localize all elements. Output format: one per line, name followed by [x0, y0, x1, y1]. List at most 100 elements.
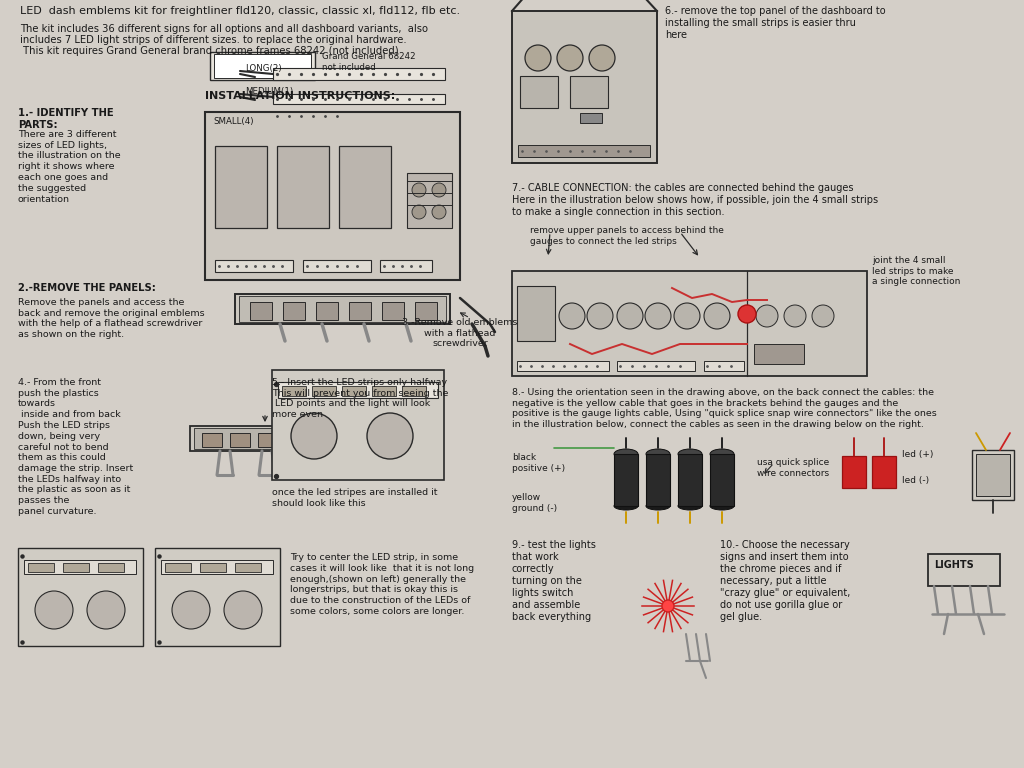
Bar — [570, 76, 608, 108]
Bar — [63, 563, 89, 572]
Bar — [210, 52, 315, 80]
Bar — [282, 386, 306, 396]
Text: INSTALLATION INSTRUCTIONS:: INSTALLATION INSTRUCTIONS: — [205, 91, 395, 101]
Ellipse shape — [678, 449, 702, 459]
Circle shape — [662, 600, 674, 612]
Bar — [161, 560, 273, 574]
Text: 5.- Insert the LED strips only halfway
This will prevent you from seeing the
 LE: 5.- Insert the LED strips only halfway T… — [272, 378, 449, 419]
Bar — [234, 294, 450, 324]
Circle shape — [367, 413, 413, 459]
Bar — [230, 433, 250, 447]
Text: LONG(2): LONG(2) — [245, 64, 282, 73]
Bar — [512, 11, 657, 163]
Circle shape — [172, 591, 210, 629]
Circle shape — [557, 45, 583, 71]
Bar — [250, 302, 272, 320]
Bar — [407, 173, 452, 228]
Bar — [98, 563, 124, 572]
Circle shape — [738, 305, 756, 323]
Bar — [614, 454, 638, 506]
Text: 9.- test the lights
that work
correctly
turning on the
lights switch
and assembl: 9.- test the lights that work correctly … — [512, 540, 596, 622]
Bar — [976, 454, 1010, 496]
Text: SMALL(4): SMALL(4) — [213, 117, 254, 126]
Bar — [372, 386, 396, 396]
Text: once the led stripes are installed it
should look like this: once the led stripes are installed it sh… — [272, 488, 437, 508]
Bar — [380, 260, 432, 272]
Circle shape — [589, 45, 615, 71]
Circle shape — [645, 303, 671, 329]
Circle shape — [432, 183, 446, 197]
Ellipse shape — [614, 449, 638, 459]
Bar — [234, 563, 261, 572]
Text: Remove the panels and access the
back and remove the original emblems
with the h: Remove the panels and access the back an… — [18, 298, 205, 339]
Bar — [194, 428, 346, 449]
Ellipse shape — [710, 449, 734, 459]
Bar — [842, 456, 866, 488]
Bar — [316, 302, 338, 320]
Ellipse shape — [678, 502, 702, 510]
Ellipse shape — [710, 502, 734, 510]
Text: This kit requires Grand General brand chrome frames 68242 (not included): This kit requires Grand General brand ch… — [20, 46, 398, 56]
Text: Try to center the LED strip, in some
cases it will look like  that it is not lon: Try to center the LED strip, in some cas… — [290, 553, 474, 616]
Text: Grand General 68242
not included: Grand General 68242 not included — [322, 52, 416, 71]
Bar — [155, 548, 280, 646]
Bar — [200, 563, 226, 572]
Text: 4.- From the front
push the plastics
towards
 inside and from back
Push the LED : 4.- From the front push the plastics tow… — [18, 378, 133, 516]
Bar — [283, 302, 305, 320]
Ellipse shape — [614, 502, 638, 510]
Bar — [215, 146, 267, 228]
Bar — [273, 112, 358, 120]
Bar — [205, 112, 460, 280]
Text: 8.- Using the orientation seen in the drawing above, on the back connect the cab: 8.- Using the orientation seen in the dr… — [512, 388, 937, 429]
Text: usa quick splice
wire connectors: usa quick splice wire connectors — [757, 458, 829, 478]
Bar — [215, 260, 293, 272]
Bar — [402, 386, 426, 396]
Bar — [646, 454, 670, 506]
Circle shape — [291, 413, 337, 459]
Circle shape — [432, 205, 446, 219]
Bar — [278, 146, 329, 228]
Bar — [314, 433, 334, 447]
Bar — [28, 563, 54, 572]
Text: 1.- IDENTIFY THE
PARTS:: 1.- IDENTIFY THE PARTS: — [18, 108, 114, 130]
Circle shape — [617, 303, 643, 329]
Circle shape — [784, 305, 806, 327]
Circle shape — [705, 303, 730, 329]
Bar — [972, 450, 1014, 500]
Circle shape — [224, 591, 262, 629]
Text: 2.-REMOVE THE PANELS:: 2.-REMOVE THE PANELS: — [18, 283, 156, 293]
Bar — [512, 271, 867, 376]
Text: There are 3 different
sizes of LED lights,
the illustration on the
right it show: There are 3 different sizes of LED light… — [18, 130, 121, 204]
Text: yellow
ground (-): yellow ground (-) — [512, 493, 557, 513]
Circle shape — [412, 205, 426, 219]
Bar — [339, 146, 391, 228]
Bar — [517, 361, 609, 371]
Text: LED  dash emblems kit for freightliner fld120, classic, classic xl, fld112, flb : LED dash emblems kit for freightliner fl… — [20, 6, 460, 16]
Text: MEDIUM(1): MEDIUM(1) — [245, 87, 293, 96]
Bar — [382, 302, 404, 320]
Text: 10.- Choose the necessary
signs and insert them into
the chrome pieces and if
ne: 10.- Choose the necessary signs and inse… — [720, 540, 850, 622]
Circle shape — [412, 183, 426, 197]
Bar — [239, 296, 446, 322]
Text: 3.-Remove old emblems
with a flathead
screwdriver: 3.-Remove old emblems with a flathead sc… — [402, 318, 518, 349]
Bar — [617, 361, 695, 371]
Circle shape — [87, 591, 125, 629]
Text: led (+): led (+) — [902, 450, 933, 459]
Bar — [202, 433, 222, 447]
Bar — [24, 560, 136, 574]
Bar — [520, 76, 558, 108]
Text: includes 7 LED light strips of different sizes. to replace the original hardware: includes 7 LED light strips of different… — [20, 35, 407, 45]
Bar — [273, 68, 445, 80]
Bar — [705, 361, 744, 371]
Text: joint the 4 small
led strips to make
a single connection: joint the 4 small led strips to make a s… — [872, 256, 961, 286]
Bar — [272, 370, 444, 480]
Text: led (-): led (-) — [902, 476, 929, 485]
Text: remove upper panels to access behind the
gauges to connect the led strips: remove upper panels to access behind the… — [530, 226, 724, 246]
Text: 7.- CABLE CONNECTION: the cables are connected behind the gauges
Here in the ill: 7.- CABLE CONNECTION: the cables are con… — [512, 183, 879, 217]
Text: black
positive (+): black positive (+) — [512, 453, 565, 473]
Bar — [872, 456, 896, 488]
Circle shape — [525, 45, 551, 71]
Bar — [273, 94, 445, 104]
Text: 6.- remove the top panel of the dashboard to
installing the small strips is easi: 6.- remove the top panel of the dashboar… — [665, 6, 886, 40]
Ellipse shape — [646, 502, 670, 510]
